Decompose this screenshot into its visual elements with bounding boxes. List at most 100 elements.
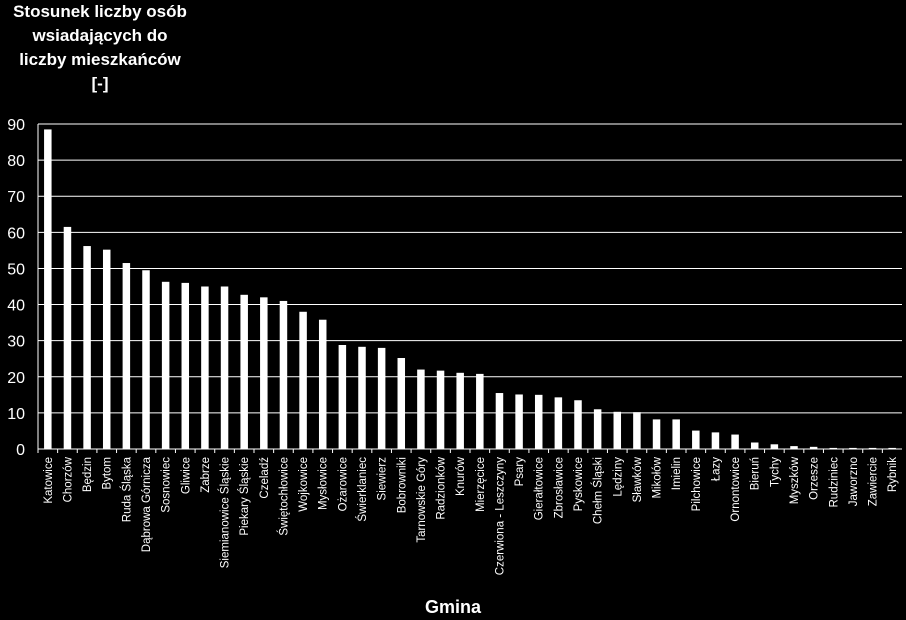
- x-tick-label: Będzin: [82, 457, 94, 492]
- x-tick-label: Zabrze: [200, 457, 212, 493]
- x-tick-label: Psary: [514, 457, 526, 487]
- bar: [161, 281, 170, 449]
- x-tick-label: Radzionków: [436, 456, 448, 519]
- bar: [122, 263, 131, 449]
- y-axis-title-line: liczby mieszkańców: [19, 50, 181, 69]
- x-tick-label: Siemianowice Śląskie: [219, 457, 232, 568]
- x-tick-label: Świerklaniec: [356, 457, 369, 522]
- bar: [809, 446, 818, 449]
- x-tick-label: Łazy: [710, 457, 722, 482]
- x-tick-label: Lędziny: [612, 457, 624, 497]
- x-tick-label: Mikołów: [652, 456, 664, 498]
- bar: [652, 419, 661, 449]
- bar: [417, 369, 425, 449]
- bar: [534, 394, 543, 449]
- x-tick-label: Katowice: [43, 457, 55, 504]
- x-tick-label: Bobrowniki: [396, 457, 408, 513]
- x-tick-label: Chorzów: [62, 456, 74, 502]
- y-tick-label: 0: [16, 442, 25, 459]
- x-tick-label: Czerwiona - Leszczyny: [494, 457, 506, 575]
- x-tick-label: Myszków: [789, 456, 801, 504]
- y-axis-title-line: Stosunek liczby osób: [13, 2, 187, 21]
- bar: [44, 129, 52, 449]
- bar: [495, 393, 504, 449]
- x-tick-label: Jaworzno: [848, 457, 860, 506]
- bar: [849, 447, 857, 449]
- bar: [515, 394, 523, 449]
- x-tick-label: Świętochłowice: [277, 457, 290, 536]
- bar: [63, 226, 72, 449]
- bar: [731, 434, 739, 449]
- bar: [456, 372, 464, 449]
- x-tick-label: Bieruń: [750, 457, 762, 490]
- y-tick-label: 40: [7, 298, 25, 315]
- x-tick-label: Dąbrowa Górnicza: [141, 456, 153, 552]
- y-axis-title: Stosunek liczby osób wsiadających do lic…: [0, 0, 200, 96]
- bar: [888, 447, 896, 449]
- bar: [829, 447, 838, 449]
- x-tick-label: Siewierz: [377, 457, 389, 501]
- x-tick-label: Wojkowice: [298, 457, 310, 512]
- bar: [711, 432, 720, 449]
- x-tick-label: Gierałtowice: [534, 457, 546, 520]
- y-tick-label: 10: [7, 406, 25, 423]
- x-tick-label: Orzesze: [809, 457, 821, 500]
- bar: [279, 300, 288, 449]
- x-tick-label: Bytom: [102, 457, 114, 490]
- y-tick-label: 30: [7, 334, 25, 351]
- bar: [181, 282, 190, 449]
- x-tick-label: Tarnowskie Góry: [416, 457, 428, 543]
- bar: [633, 412, 641, 449]
- x-tick-label: Imielin: [671, 457, 683, 490]
- y-axis-title-line: [-]: [91, 74, 109, 93]
- bar: [790, 446, 798, 449]
- bar: [593, 409, 602, 449]
- bar: [83, 246, 91, 449]
- bar: [240, 294, 248, 449]
- y-tick-label: 90: [7, 117, 25, 134]
- bar: [318, 319, 327, 449]
- y-axis-title-line: wsiadających do: [32, 26, 168, 45]
- x-tick-label: Mysłowice: [318, 457, 330, 510]
- y-tick-label: 80: [7, 153, 25, 170]
- bar: [299, 311, 307, 449]
- x-tick-label: Zawiercie: [868, 457, 880, 506]
- x-tick-label: Piekary Śląskie: [238, 457, 251, 536]
- x-tick-label: Rybnik: [887, 457, 899, 492]
- x-tick-label: Ruda Śląska: [120, 456, 133, 522]
- x-tick-label: Sławków: [632, 456, 644, 502]
- bar: [476, 373, 484, 449]
- y-tick-label: 50: [7, 261, 25, 278]
- bar: [260, 297, 268, 449]
- bar: [377, 347, 386, 449]
- bar: [770, 444, 779, 449]
- x-tick-label: Knurów: [455, 456, 467, 496]
- bar: [672, 419, 680, 449]
- bar: [397, 358, 406, 449]
- x-tick-label: Mierzęcice: [475, 457, 487, 512]
- x-tick-label: Ornontowice: [730, 457, 742, 522]
- bar: [574, 400, 582, 449]
- bar: [142, 270, 150, 449]
- bar: [102, 249, 111, 449]
- x-tick-label: Tychy: [769, 457, 781, 487]
- x-tick-label: Sosnowiec: [161, 457, 173, 513]
- x-axis-title: Gmina: [424, 597, 481, 617]
- bar: [220, 286, 229, 449]
- x-tick-label: Gliwice: [180, 457, 192, 494]
- bar: [338, 345, 347, 449]
- x-tick-label: Pilchowice: [691, 457, 703, 511]
- bar: [201, 286, 209, 449]
- x-tick-label: Zbrosławice: [553, 457, 565, 518]
- bar: [436, 370, 445, 449]
- bar-chart: 0 10 20 30 40 50 60 70 80 90 Katowice Chorzów Będzin…: [7, 117, 902, 575]
- bar: [554, 397, 563, 449]
- x-tick-label: Chełm Śląski: [592, 457, 605, 524]
- x-tick-label: Czeladź: [259, 457, 271, 499]
- x-tick-label: Rudziniec: [828, 457, 840, 508]
- x-tick-label: Pyskowice: [573, 457, 585, 511]
- bar: [692, 430, 700, 449]
- bar: [358, 346, 366, 449]
- y-tick-label: 60: [7, 225, 25, 242]
- bar: [868, 447, 877, 449]
